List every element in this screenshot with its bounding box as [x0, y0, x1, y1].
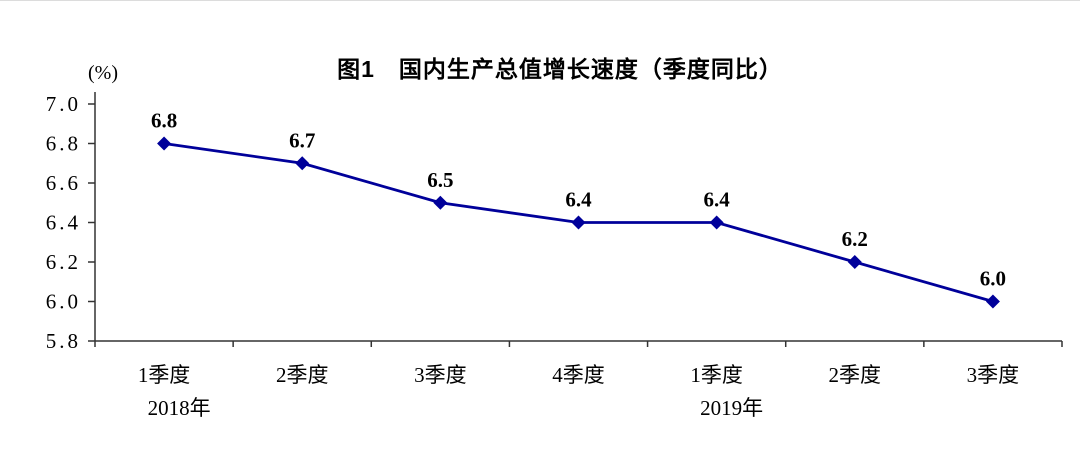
x-axis-category-label: 1季度 [138, 363, 191, 387]
data-point-marker [847, 255, 862, 269]
top-divider [0, 0, 1080, 1]
data-point-label: 6.5 [427, 168, 453, 192]
x-axis-year-label: 2018年 [148, 396, 211, 420]
y-axis-tick-label: 6.6 [46, 171, 81, 195]
data-point-label: 6.2 [842, 227, 868, 251]
x-axis-category-label: 3季度 [414, 363, 467, 387]
data-point-marker [295, 156, 310, 171]
data-point-marker [709, 215, 724, 230]
data-point-label: 6.4 [565, 188, 592, 212]
data-point-label: 6.0 [980, 267, 1006, 291]
chart-title: 图1 国内生产总值增长速度（季度同比） [337, 56, 783, 82]
y-axis-tick-label: 6.2 [46, 250, 81, 274]
data-point-marker [571, 215, 586, 230]
data-point-label: 6.7 [289, 128, 315, 152]
y-axis-tick-label: 6.0 [46, 290, 81, 314]
y-axis-tick-label: 6.8 [46, 132, 81, 156]
x-axis-category-label: 2季度 [829, 363, 882, 387]
data-point-label: 6.4 [704, 188, 731, 212]
x-axis-category-label: 4季度 [552, 363, 605, 387]
x-axis-category-label: 1季度 [690, 363, 743, 387]
y-axis-tick-label: 6.4 [46, 211, 81, 235]
x-axis-category-label: 2季度 [276, 363, 329, 387]
y-axis-tick-label: 7.0 [46, 92, 81, 116]
data-point-marker [433, 195, 448, 210]
y-axis-unit-label: (%) [88, 62, 118, 84]
data-point-marker [157, 136, 172, 151]
x-axis-category-label: 3季度 [967, 363, 1020, 387]
data-point-label: 6.8 [151, 109, 177, 133]
x-axis-year-label: 2019年 [700, 396, 763, 420]
data-point-marker [985, 294, 1000, 309]
y-axis-tick-label: 5.8 [46, 329, 81, 353]
